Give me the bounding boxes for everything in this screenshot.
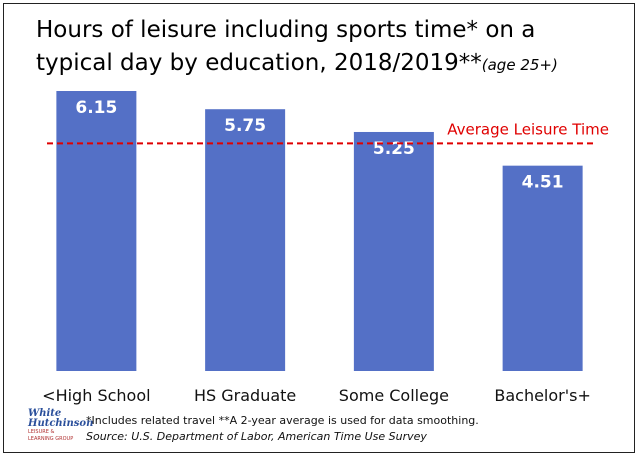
chart-title-subtitle: (age 25+): [481, 56, 558, 74]
logo-line-3: LEISURE & LEARNING GROUP: [28, 429, 74, 442]
bar-value-label-3: 4.51: [522, 173, 564, 193]
bar-3: [502, 165, 583, 371]
bar-0: [56, 91, 137, 371]
bar-value-label-0: 6.15: [75, 98, 117, 118]
white-hutchinson-logo: White Hutchinson LEISURE & LEARNING GROU…: [28, 408, 94, 443]
logo-line-1: White: [28, 408, 62, 419]
bar-2: [353, 131, 434, 371]
bar-value-label-2: 5.25: [373, 139, 415, 159]
category-label-1: HS Graduate: [194, 386, 296, 405]
average-reference-label: Average Leisure Time: [447, 120, 609, 138]
chart-source: Source: U.S. Department of Labor, Americ…: [86, 430, 427, 443]
category-label-3: Bachelor's+: [494, 386, 591, 405]
chart-title: Hours of leisure including sports time* …: [36, 14, 616, 82]
category-label-2: Some College: [339, 386, 449, 405]
bar-1: [205, 109, 286, 372]
chart-footnote: *Includes related travel **A 2-year aver…: [86, 414, 479, 427]
category-label-0: <High School: [42, 386, 150, 405]
bar-value-label-1: 5.75: [224, 116, 266, 136]
logo-line-2: Hutchinson: [28, 418, 94, 429]
chart-title-main: Hours of leisure including sports time* …: [36, 17, 536, 76]
